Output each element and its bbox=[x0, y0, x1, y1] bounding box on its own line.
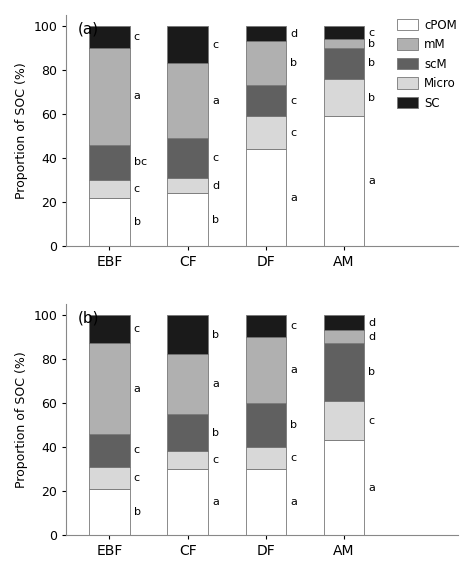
Text: d: d bbox=[368, 317, 375, 328]
Text: b: b bbox=[290, 420, 297, 430]
Text: b: b bbox=[212, 427, 219, 438]
Bar bbox=[89, 315, 130, 343]
Bar bbox=[324, 79, 365, 116]
Text: c: c bbox=[290, 128, 296, 138]
Text: c: c bbox=[290, 453, 296, 463]
Text: c: c bbox=[134, 445, 140, 455]
Bar bbox=[89, 434, 130, 467]
Text: c: c bbox=[212, 153, 218, 163]
Text: c: c bbox=[290, 96, 296, 106]
Text: c: c bbox=[212, 455, 218, 465]
Text: b: b bbox=[368, 38, 375, 49]
Bar bbox=[167, 414, 208, 452]
Text: b: b bbox=[212, 329, 219, 340]
Text: b: b bbox=[134, 217, 141, 227]
Text: c: c bbox=[368, 415, 374, 426]
Bar bbox=[89, 467, 130, 489]
Bar bbox=[167, 64, 208, 138]
Bar bbox=[324, 26, 365, 39]
Text: a: a bbox=[290, 365, 297, 375]
Text: a: a bbox=[212, 379, 219, 389]
Text: (b): (b) bbox=[78, 311, 100, 326]
Bar bbox=[246, 403, 286, 447]
Text: c: c bbox=[290, 321, 296, 331]
Bar bbox=[246, 447, 286, 469]
Bar bbox=[324, 401, 365, 440]
Bar bbox=[324, 39, 365, 48]
Bar bbox=[167, 138, 208, 178]
Text: c: c bbox=[134, 473, 140, 482]
Text: c: c bbox=[134, 184, 140, 194]
Bar bbox=[167, 315, 208, 355]
Bar bbox=[324, 343, 365, 401]
Bar bbox=[89, 48, 130, 145]
Text: a: a bbox=[212, 96, 219, 106]
Bar bbox=[89, 26, 130, 48]
Legend: cPOM, mM, scM, Micro, SC: cPOM, mM, scM, Micro, SC bbox=[395, 16, 459, 112]
Text: b: b bbox=[290, 58, 297, 68]
Bar bbox=[89, 145, 130, 180]
Text: b: b bbox=[368, 58, 375, 68]
Bar bbox=[324, 440, 365, 535]
Text: c: c bbox=[368, 28, 374, 38]
Bar bbox=[89, 198, 130, 246]
Text: a: a bbox=[368, 482, 375, 493]
Bar bbox=[89, 180, 130, 198]
Text: a: a bbox=[368, 176, 375, 186]
Text: (a): (a) bbox=[78, 22, 100, 37]
Text: c: c bbox=[134, 32, 140, 42]
Text: bc: bc bbox=[134, 158, 147, 167]
Text: d: d bbox=[290, 29, 297, 39]
Bar bbox=[246, 85, 286, 116]
Bar bbox=[167, 26, 208, 64]
Text: b: b bbox=[368, 367, 375, 377]
Bar bbox=[246, 469, 286, 535]
Text: c: c bbox=[212, 40, 218, 50]
Bar bbox=[324, 48, 365, 79]
Text: a: a bbox=[134, 383, 141, 394]
Bar bbox=[167, 469, 208, 535]
Text: a: a bbox=[290, 193, 297, 203]
Bar bbox=[167, 355, 208, 414]
Bar bbox=[89, 343, 130, 434]
Bar bbox=[167, 193, 208, 246]
Text: d: d bbox=[212, 180, 219, 191]
Y-axis label: Proportion of SOC (%): Proportion of SOC (%) bbox=[15, 351, 28, 488]
Text: a: a bbox=[212, 497, 219, 507]
Bar bbox=[324, 330, 365, 343]
Bar bbox=[246, 315, 286, 337]
Bar bbox=[246, 149, 286, 246]
Text: b: b bbox=[368, 93, 375, 103]
Bar bbox=[246, 116, 286, 149]
Y-axis label: Proportion of SOC (%): Proportion of SOC (%) bbox=[15, 62, 28, 199]
Bar bbox=[167, 452, 208, 469]
Text: b: b bbox=[134, 507, 141, 517]
Text: c: c bbox=[134, 324, 140, 334]
Bar bbox=[246, 337, 286, 403]
Text: b: b bbox=[212, 215, 219, 225]
Bar bbox=[89, 489, 130, 535]
Bar bbox=[167, 178, 208, 193]
Text: a: a bbox=[290, 497, 297, 507]
Bar bbox=[246, 41, 286, 85]
Text: d: d bbox=[368, 332, 375, 342]
Text: a: a bbox=[134, 92, 141, 101]
Bar bbox=[324, 315, 365, 330]
Bar bbox=[324, 116, 365, 246]
Bar bbox=[246, 26, 286, 41]
